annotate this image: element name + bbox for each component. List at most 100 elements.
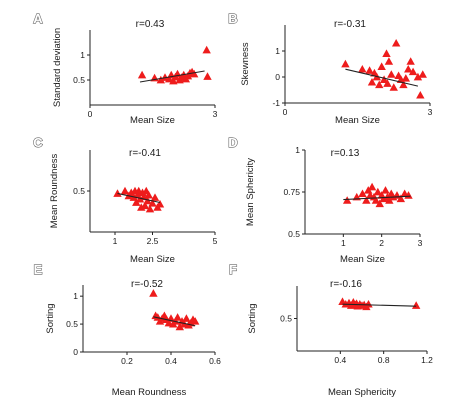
panel-letter: C (33, 135, 43, 150)
y-tick-label: 1 (73, 291, 78, 301)
x-tick-label: 0.2 (121, 356, 133, 366)
data-point (375, 80, 384, 89)
panel-letter: E (34, 262, 43, 277)
data-point (396, 194, 406, 203)
data-point (148, 199, 157, 207)
panel-d: Dr=0.13 1 2 3 0.5 0.75 1 Mean Size Mean Spherici… (228, 134, 423, 265)
y-axis-title: Sorting (45, 303, 56, 333)
x-tick-label: 0.6 (209, 356, 221, 366)
data-point (381, 186, 390, 194)
correlation-label: r=-0.31 (334, 19, 366, 30)
y-tick-label: 1 (275, 46, 280, 56)
data-point (189, 69, 199, 78)
data-point (203, 72, 212, 80)
trend-line (139, 70, 205, 83)
x-tick-label: 1 (341, 238, 346, 248)
y-tick-label: 0.5 (73, 75, 85, 85)
x-axis-title: Mean Sphericity (328, 387, 396, 398)
y-axis-title: Mean Roundness (49, 154, 60, 229)
y-tick-label: 0.5 (280, 314, 292, 324)
data-point (373, 187, 383, 196)
x-axis-title: Mean Roundness (112, 387, 187, 398)
data-point (137, 70, 147, 79)
correlation-label: r=0.13 (331, 148, 360, 159)
x-tick-label: 0 (283, 107, 288, 117)
data-point (389, 83, 398, 91)
correlation-label: r=-0.16 (330, 279, 362, 290)
y-tick-label: 0.5 (288, 229, 300, 239)
x-axis-title: Mean Size (130, 254, 175, 265)
data-point (169, 76, 178, 85)
x-tick-label: 3 (428, 107, 433, 117)
y-axis-title: Mean Sphericity (245, 158, 256, 226)
panel-c: Cr=-0.41 1 2.5 5 0.5 Mean Size Mean Roundness (33, 134, 218, 265)
data-point (411, 301, 421, 309)
panel-letter: B (228, 11, 237, 26)
data-point (362, 196, 371, 204)
data-point (164, 74, 174, 83)
data-point (367, 182, 377, 191)
correlation-label: r=0.43 (136, 19, 165, 30)
data-point (375, 199, 384, 208)
data-point (399, 80, 408, 89)
data-point (406, 57, 415, 65)
y-tick-label: 0 (73, 347, 78, 357)
data-point (387, 70, 396, 78)
data-point (202, 45, 211, 54)
data-point (144, 190, 153, 199)
data-point (382, 49, 391, 57)
x-tick-label: 0.4 (334, 355, 346, 365)
data-point (358, 189, 367, 198)
data-point (367, 78, 377, 86)
x-axis-title: Mean Size (130, 115, 175, 126)
data-point (175, 322, 184, 331)
data-point (377, 62, 386, 70)
panel-letter: D (228, 135, 237, 150)
y-tick-label: 1 (80, 50, 85, 60)
data-point (384, 57, 394, 65)
y-tick-label: 0.75 (283, 187, 300, 197)
data-point (379, 75, 389, 83)
data-point (365, 66, 374, 74)
x-tick-label: 5 (213, 236, 218, 246)
y-tick-label: 0.5 (66, 319, 78, 329)
x-tick-label: 3 (418, 238, 423, 248)
data-point (342, 196, 352, 204)
data-point (150, 193, 160, 201)
data-point (145, 204, 155, 213)
y-tick-label: 1 (295, 145, 300, 155)
data-point (416, 91, 425, 99)
data-point (391, 39, 401, 47)
y-axis-title: Standard deviation (52, 28, 63, 107)
data-point (341, 59, 350, 68)
data-point (155, 199, 165, 208)
y-axis-title: Sorting (247, 303, 258, 333)
data-point (371, 196, 381, 204)
panel-letter: A (33, 11, 43, 26)
data-point (156, 75, 166, 84)
data-point (182, 314, 191, 322)
x-tick-label: 3 (213, 109, 218, 119)
trend-line (117, 192, 161, 204)
data-point (149, 289, 158, 297)
x-tick-label: 1.2 (421, 355, 433, 365)
data-point (171, 317, 180, 325)
data-point (120, 186, 130, 195)
data-point (408, 67, 418, 76)
y-tick-label: -1 (272, 98, 280, 108)
panel-e: Er=-0.52 0.2 0.4 0.6 0 0.5 1 Mean Roundness Sort… (33, 261, 221, 398)
data-point (143, 196, 152, 205)
correlation-label: r=-0.52 (131, 279, 163, 290)
data-point (140, 201, 150, 210)
data-point (418, 70, 427, 78)
x-tick-label: 2 (379, 238, 384, 248)
trend-line (345, 68, 419, 87)
correlation-label: r=-0.41 (129, 148, 161, 159)
data-point (413, 72, 423, 81)
x-tick-label: 0.8 (378, 355, 390, 365)
x-tick-label: 2.5 (147, 236, 159, 246)
x-tick-label: 0.4 (165, 356, 177, 366)
